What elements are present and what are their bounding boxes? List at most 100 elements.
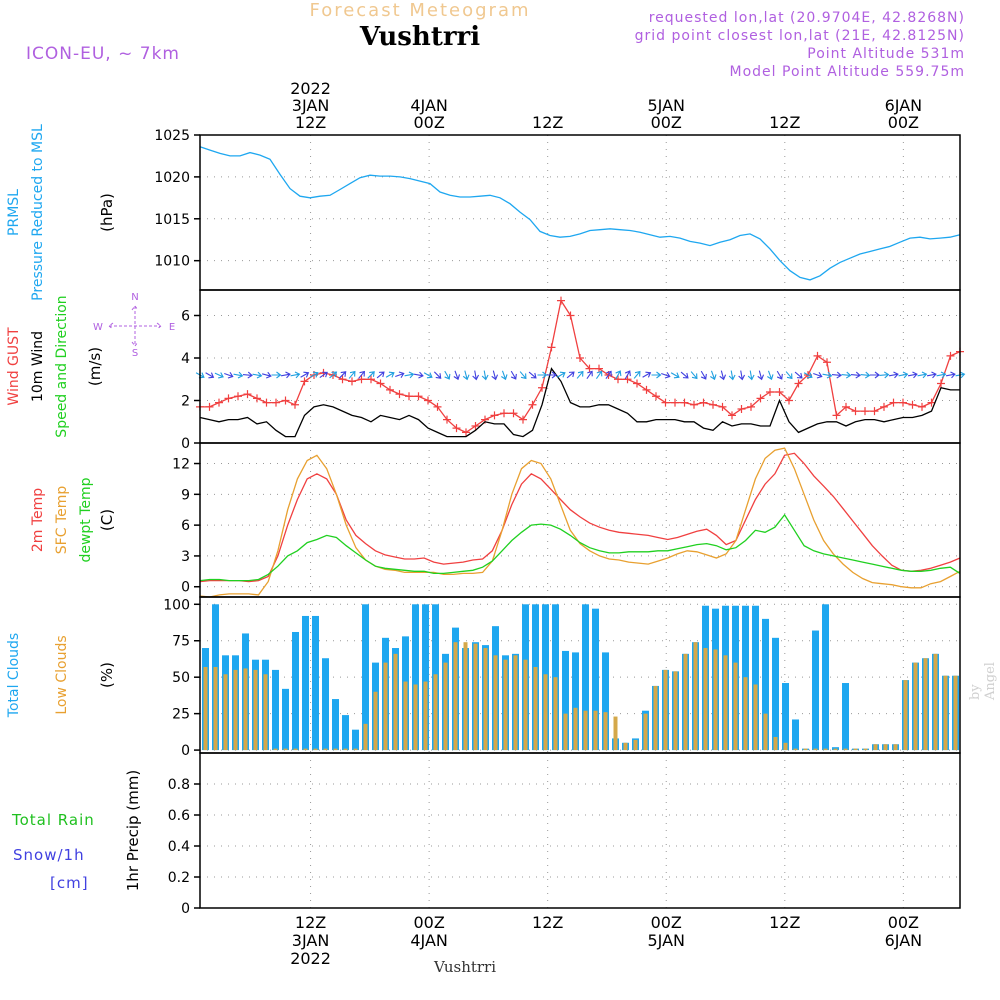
low-cloud-bar [633, 739, 638, 751]
grid-point-coordinates: grid point closest lon,lat (21E, 42.8125… [634, 28, 965, 44]
series-line-sfc-temp [199, 447, 961, 598]
top-time-label: 12Z [769, 113, 800, 132]
top-time-label: 3JAN [292, 96, 330, 115]
low-cloud-bar [833, 748, 838, 751]
wind-direction-arrow [348, 370, 356, 379]
low-cloud-bar [553, 677, 558, 751]
panel-frame [199, 752, 961, 909]
wind-direction-arrow [888, 371, 899, 379]
gust-marker [262, 398, 271, 407]
panel-legend-label: 2m Temp [30, 488, 46, 552]
gust-marker [272, 398, 280, 407]
low-cloud-bar [883, 744, 888, 751]
gust-marker [348, 377, 356, 386]
gust-marker [547, 343, 556, 352]
gust-marker [937, 379, 945, 388]
gust-marker [357, 375, 366, 384]
gust-marker [785, 396, 793, 405]
y-tick-label: 6 [181, 309, 190, 325]
requested-coordinates: requested lon,lat (20.9704E, 42.8268N) [648, 10, 965, 26]
gust-marker [832, 411, 841, 420]
panel-legend-label: Speed and Direction [54, 295, 70, 437]
panel-legend-label: Pressure Reduced to MSL [30, 124, 46, 301]
y-tick-label: 0 [181, 901, 190, 917]
compass-north: N [131, 292, 138, 303]
gust-marker [946, 351, 955, 360]
low-cloud-bar [843, 748, 848, 751]
gust-marker [851, 407, 860, 416]
gust-marker [842, 402, 850, 411]
y-tick-label: 2 [181, 394, 190, 410]
top-time-label: 12Z [532, 113, 563, 132]
wind-direction-arrow [519, 371, 527, 380]
compass-arrows [108, 305, 162, 347]
wind-direction-arrow [271, 371, 282, 379]
total-cloud-bar [762, 618, 769, 751]
wind-direction-arrow [870, 371, 880, 379]
total-cloud-bar [272, 669, 279, 751]
gust-marker [566, 311, 575, 320]
wind-direction-arrow [329, 371, 338, 379]
panel-legend-label: SFC Temp [54, 486, 70, 555]
low-cloud-bar [673, 671, 678, 751]
wind-direction-arrow [481, 370, 489, 381]
gust-marker [889, 398, 898, 407]
low-cloud-bar [873, 744, 878, 751]
temperature-panel: 0 3 6 9 12 2m Temp SFC Temp dewpt Temp (C) [30, 442, 961, 598]
low-cloud-bar [773, 736, 778, 751]
gust-marker [376, 379, 385, 388]
low-cloud-bar [683, 653, 688, 751]
point-altitude: Point Altitude 531m [807, 46, 965, 62]
gust-marker [680, 398, 689, 407]
total-cloud-bar [562, 650, 569, 751]
gust-marker [633, 379, 641, 388]
gust-marker [443, 415, 451, 424]
gust-marker [386, 385, 394, 394]
total-cloud-bar [602, 652, 609, 751]
bottom-time-label: 5JAN [647, 931, 685, 950]
gust-marker [652, 392, 660, 401]
wind-direction-arrow [453, 370, 461, 381]
wind-direction-arrow [936, 371, 947, 379]
low-cloud-bar [853, 748, 858, 751]
low-cloud-bar [413, 684, 418, 751]
y-axis-unit: (%) [98, 662, 116, 688]
wind-direction-arrow [300, 371, 310, 378]
y-tick-label: 0.6 [168, 808, 190, 824]
wind-direction-arrow [879, 371, 890, 379]
y-tick-label: 1020 [154, 170, 190, 186]
wind-direction-arrow [926, 371, 937, 379]
total-cloud-bar [572, 652, 579, 751]
wind-direction-arrow [462, 370, 470, 381]
low-cloud-bar [903, 680, 908, 751]
low-cloud-bar [803, 748, 808, 751]
wind-direction-arrow [747, 370, 755, 381]
wind-direction-arrow [633, 370, 641, 379]
low-cloud-bar [433, 674, 438, 751]
wind-direction-arrow [252, 371, 263, 379]
model-name: ICON-EU, ~ 7km [26, 44, 180, 64]
low-cloud-bar [373, 691, 378, 751]
gust-marker [908, 400, 917, 409]
low-cloud-bar [693, 642, 698, 751]
low-cloud-bar [953, 675, 958, 751]
low-cloud-bar [403, 681, 408, 751]
wind-direction-arrow [651, 371, 662, 379]
low-cloud-bar [863, 748, 868, 751]
y-tick-label: 25 [172, 707, 190, 723]
compass-west: W [93, 322, 103, 333]
low-cloud-bar [483, 648, 488, 751]
gust-marker [500, 409, 508, 418]
low-cloud-bar [493, 655, 498, 751]
low-cloud-bar [713, 649, 718, 751]
wind-direction-arrow [491, 370, 499, 381]
y-tick-label: 1025 [154, 128, 190, 144]
total-cloud-bar [342, 715, 349, 751]
low-cloud-bar [443, 662, 448, 751]
meteogram-title: Forecast Meteogram [309, 0, 531, 21]
gust-marker [775, 388, 784, 396]
total-cloud-bar [352, 729, 359, 751]
total-cloud-bar [362, 604, 369, 751]
gust-marker [756, 394, 765, 403]
gust-marker [813, 351, 822, 360]
